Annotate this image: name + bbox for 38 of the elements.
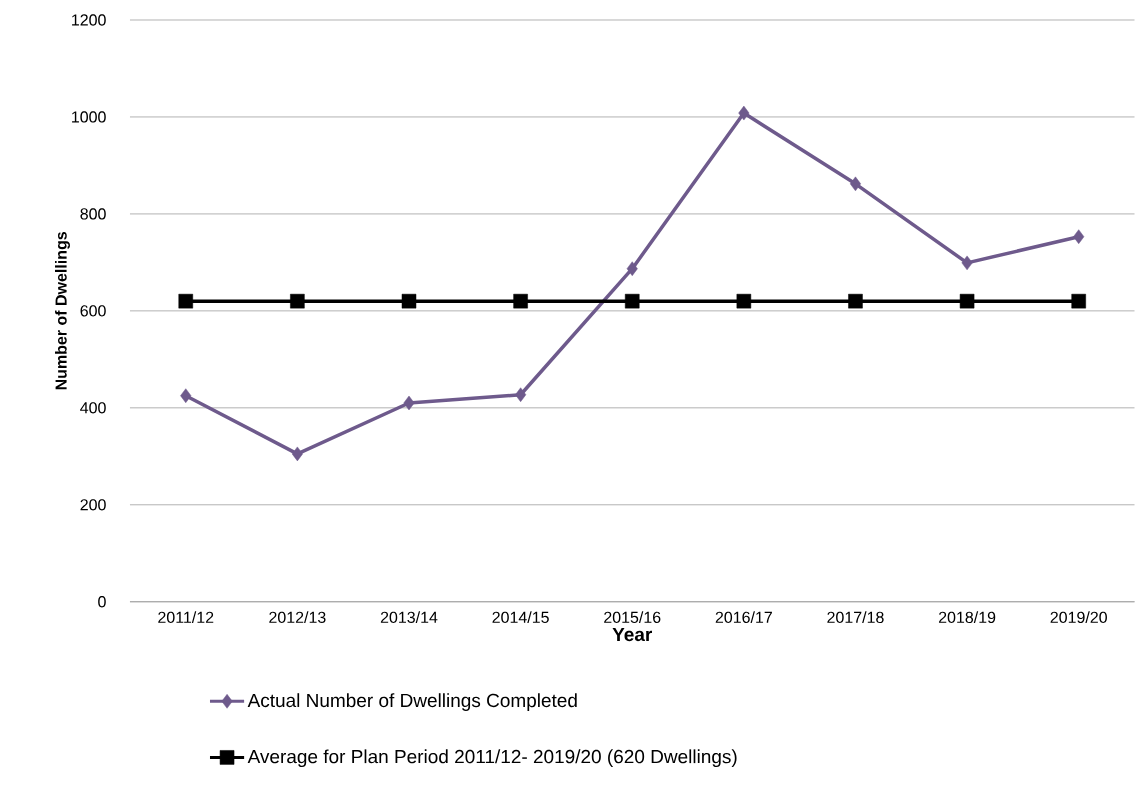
point [1071,294,1086,309]
x-tick-label: 2014/15 [492,611,549,624]
point [401,294,417,309]
point [959,294,975,309]
x-tick-label: 2016/17 [715,611,772,624]
y-tick-label: 800 [80,208,106,220]
y-axis-title: Number of Dwellings [55,232,70,390]
point [624,294,640,309]
point [515,387,527,403]
x-tick-label: 2019/20 [1050,611,1107,624]
point [513,294,528,309]
x-tick-label: 2017/18 [827,611,884,624]
legend-label: Actual Number of Dwellings Completed [247,693,577,712]
y-tick-label: 400 [80,402,106,414]
point [626,261,638,277]
x-tick-label: 2018/19 [938,611,996,624]
x-tick-label: 2012/13 [269,611,326,624]
point [291,446,303,462]
x-tick-label: 2013/14 [380,611,438,624]
point [961,255,973,271]
y-tick-label: 200 [80,499,106,511]
legend-label: Average for Plan Period 2011/12- 2019/20 (620 Dwellings) [247,749,737,768]
point [290,294,305,309]
y-tick-label: 0 [98,596,106,608]
point [178,294,194,309]
y-tick-label: 600 [80,305,106,317]
point [180,388,192,404]
y-tick-label: 1200 [72,14,106,26]
x-tick-label: 2011/12 [158,611,214,624]
x-tick-label: 2015/16 [604,611,661,624]
y-tick-label: 1000 [72,111,106,123]
point [403,395,415,411]
point [738,105,750,121]
point [736,294,752,309]
x-axis-title: Year [612,628,653,642]
point [1073,229,1085,245]
point [848,294,863,309]
point [849,176,861,192]
